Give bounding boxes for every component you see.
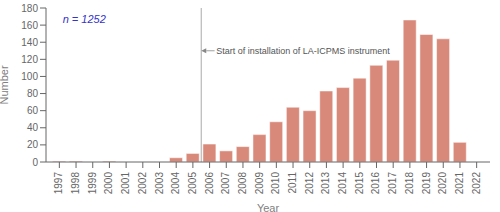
svg-text:2011: 2011 [287, 172, 298, 194]
svg-text:160: 160 [21, 20, 38, 31]
svg-text:1998: 1998 [70, 172, 81, 195]
svg-text:2015: 2015 [354, 172, 365, 195]
svg-text:2006: 2006 [204, 172, 215, 195]
svg-text:1997: 1997 [53, 172, 64, 195]
svg-text:120: 120 [21, 54, 38, 65]
svg-text:100: 100 [21, 71, 38, 82]
svg-text:2012: 2012 [304, 172, 315, 195]
svg-text:2009: 2009 [254, 172, 265, 195]
svg-text:60: 60 [27, 105, 39, 116]
svg-text:2008: 2008 [237, 172, 248, 195]
svg-text:Start of installation of LA-IC: Start of installation of LA-ICPMS instru… [216, 46, 390, 56]
svg-text:2019: 2019 [421, 172, 432, 195]
svg-text:40: 40 [27, 122, 39, 133]
svg-text:Number: Number [8, 65, 10, 104]
svg-text:2017: 2017 [387, 172, 398, 195]
svg-text:180: 180 [21, 3, 38, 14]
svg-text:1999: 1999 [87, 172, 98, 195]
svg-text:2022: 2022 [471, 172, 482, 195]
svg-text:2020: 2020 [437, 172, 448, 195]
svg-text:2005: 2005 [187, 172, 198, 195]
svg-text:2004: 2004 [170, 172, 181, 195]
svg-text:2013: 2013 [320, 172, 331, 195]
svg-text:2018: 2018 [404, 172, 415, 195]
svg-text:2014: 2014 [337, 172, 348, 195]
svg-text:140: 140 [21, 37, 38, 48]
svg-text:80: 80 [27, 88, 39, 99]
svg-text:2003: 2003 [154, 172, 165, 195]
svg-text:2002: 2002 [137, 172, 148, 195]
svg-text:2007: 2007 [220, 172, 231, 195]
svg-text:2021: 2021 [454, 172, 465, 195]
svg-text:2001: 2001 [120, 172, 131, 195]
svg-text:Year: Year [257, 202, 280, 212]
svg-text:0: 0 [32, 157, 38, 168]
svg-text:2016: 2016 [370, 172, 381, 195]
svg-text:2000: 2000 [103, 172, 114, 195]
svg-text:2010: 2010 [270, 172, 281, 195]
svg-text:20: 20 [27, 139, 39, 150]
svg-text:n = 1252: n = 1252 [63, 13, 106, 25]
